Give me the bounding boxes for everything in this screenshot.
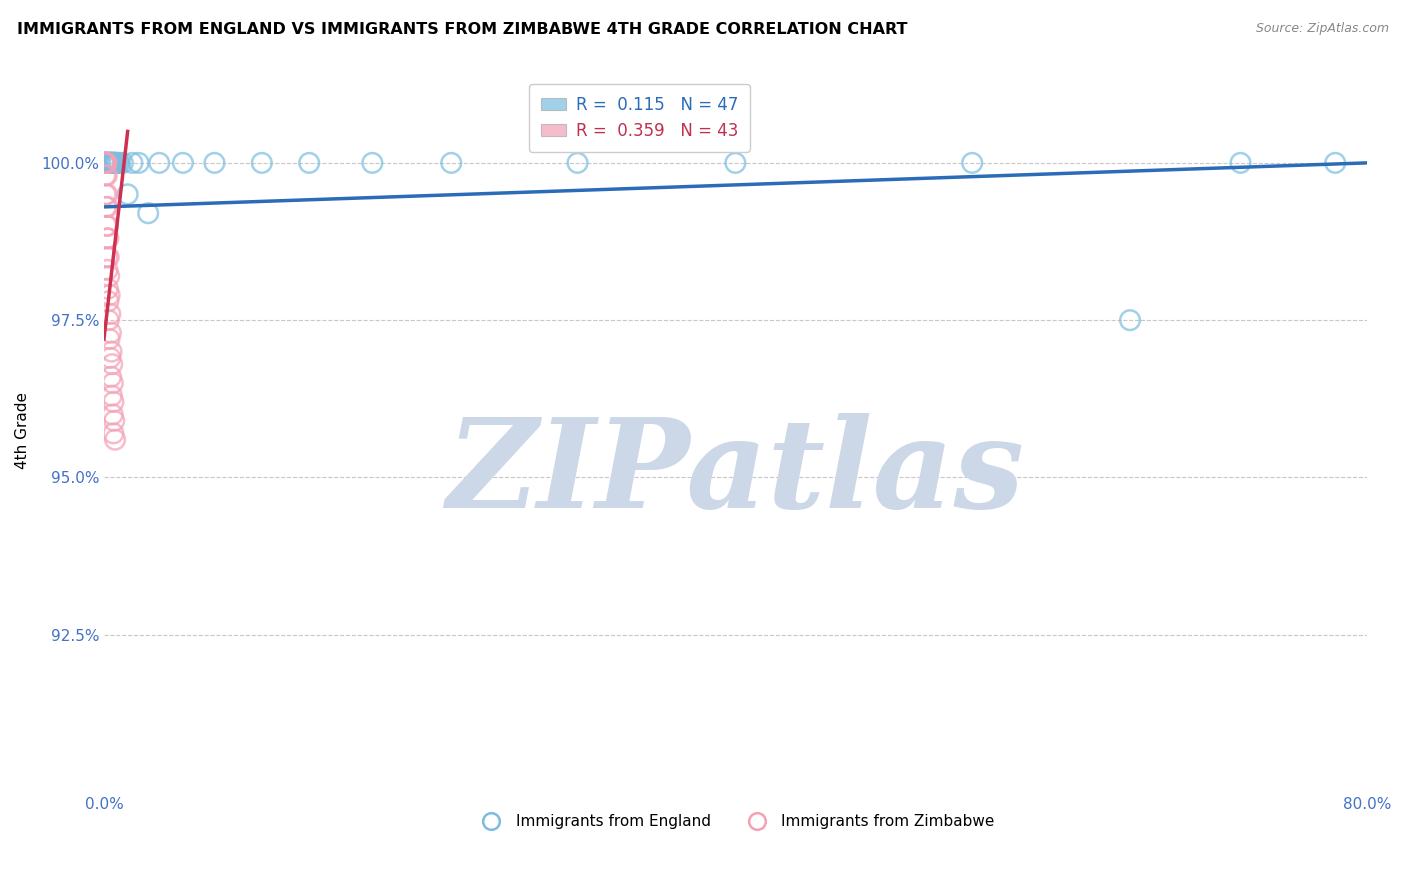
Point <box>98 156 121 170</box>
Point <box>1229 156 1251 170</box>
Point <box>98 156 121 170</box>
Point <box>101 156 124 170</box>
Point <box>94 187 117 202</box>
Point <box>97 250 120 264</box>
Point <box>724 156 747 170</box>
Point <box>96 219 118 233</box>
Point <box>103 395 125 409</box>
Point <box>101 357 124 371</box>
Point <box>101 156 124 170</box>
Point <box>100 344 122 359</box>
Point <box>94 156 117 170</box>
Point <box>94 156 117 170</box>
Point <box>105 156 128 170</box>
Point <box>100 156 122 170</box>
Point <box>94 200 117 214</box>
Point <box>94 156 117 170</box>
Point <box>97 313 120 327</box>
Point <box>98 156 121 170</box>
Y-axis label: 4th Grade: 4th Grade <box>15 392 30 468</box>
Point <box>104 156 127 170</box>
Point <box>104 433 127 447</box>
Point <box>97 282 120 296</box>
Point <box>94 156 117 170</box>
Point <box>100 369 122 384</box>
Point <box>101 156 124 170</box>
Point <box>94 156 117 170</box>
Point <box>100 156 122 170</box>
Point <box>361 156 384 170</box>
Point <box>96 156 118 170</box>
Point <box>97 219 120 233</box>
Point <box>97 156 120 170</box>
Point <box>94 156 117 170</box>
Legend: Immigrants from England, Immigrants from Zimbabwe: Immigrants from England, Immigrants from… <box>470 808 1001 835</box>
Point <box>94 156 117 170</box>
Point <box>94 156 117 170</box>
Point <box>96 156 118 170</box>
Point <box>128 156 150 170</box>
Point <box>121 156 143 170</box>
Text: ZIPatlas: ZIPatlas <box>446 413 1025 534</box>
Point <box>440 156 463 170</box>
Point <box>101 376 124 390</box>
Point <box>96 156 118 170</box>
Point <box>94 156 117 170</box>
Point <box>111 156 134 170</box>
Text: Source: ZipAtlas.com: Source: ZipAtlas.com <box>1256 22 1389 36</box>
Point <box>94 156 117 170</box>
Point <box>100 326 122 340</box>
Point <box>98 156 121 170</box>
Point <box>100 156 122 170</box>
Point <box>101 156 124 170</box>
Point <box>97 156 120 170</box>
Point <box>96 200 118 214</box>
Point <box>204 156 226 170</box>
Point <box>96 156 118 170</box>
Point <box>107 156 129 170</box>
Point <box>98 269 121 284</box>
Point <box>960 156 983 170</box>
Point <box>96 187 118 202</box>
Point <box>250 156 273 170</box>
Point <box>93 156 115 170</box>
Point <box>103 426 125 441</box>
Point <box>94 169 117 183</box>
Point <box>93 156 115 170</box>
Point <box>1119 313 1142 327</box>
Point <box>97 156 120 170</box>
Point <box>96 262 118 277</box>
Point <box>117 187 139 202</box>
Point <box>96 169 118 183</box>
Point <box>98 288 121 302</box>
Point <box>1324 156 1347 170</box>
Point <box>96 156 118 170</box>
Point <box>136 206 159 220</box>
Point <box>97 231 120 245</box>
Point <box>103 156 125 170</box>
Point <box>96 156 118 170</box>
Point <box>98 307 121 321</box>
Point <box>98 332 121 346</box>
Point <box>98 351 121 365</box>
Point <box>298 156 321 170</box>
Point <box>97 294 120 309</box>
Point <box>101 408 124 422</box>
Point <box>103 414 125 428</box>
Point <box>101 389 124 403</box>
Text: IMMIGRANTS FROM ENGLAND VS IMMIGRANTS FROM ZIMBABWE 4TH GRADE CORRELATION CHART: IMMIGRANTS FROM ENGLAND VS IMMIGRANTS FR… <box>17 22 907 37</box>
Point <box>172 156 194 170</box>
Point <box>94 156 117 170</box>
Point <box>108 156 131 170</box>
Point <box>103 156 125 170</box>
Point <box>148 156 170 170</box>
Point <box>96 250 118 264</box>
Point <box>104 156 127 170</box>
Point <box>96 231 118 245</box>
Point <box>567 156 589 170</box>
